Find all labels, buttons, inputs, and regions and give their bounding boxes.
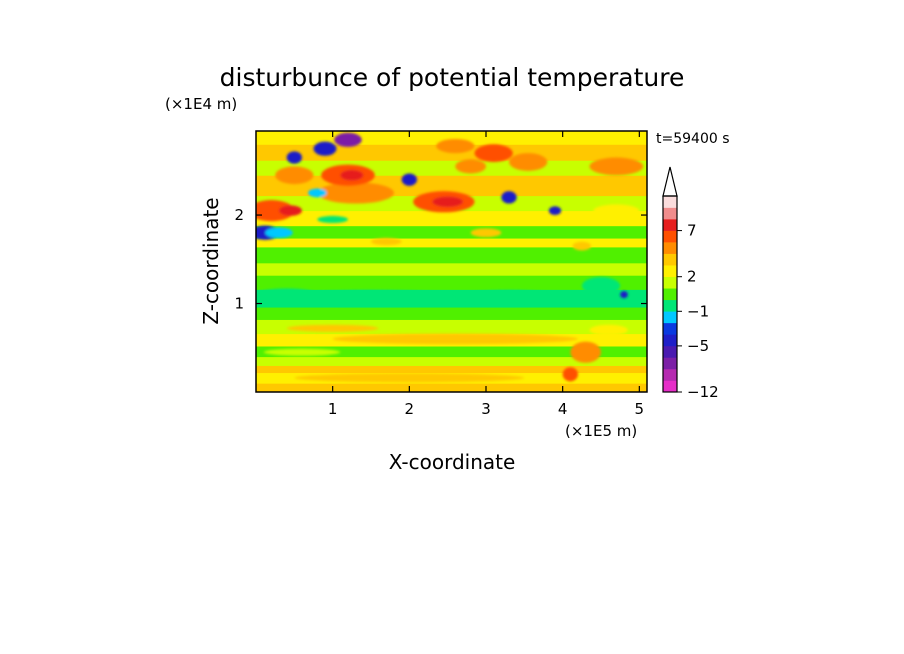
heatmap-cell <box>436 138 475 154</box>
heatmap-cell <box>279 205 302 216</box>
heatmap-cell <box>286 324 379 332</box>
colorbar-swatch <box>663 288 677 301</box>
heatmap-cell <box>317 182 394 204</box>
plot-frame <box>255 130 648 393</box>
heatmap-band <box>256 275 647 290</box>
heatmap-cell <box>455 290 563 307</box>
heatmap-cell <box>509 153 548 171</box>
heatmap-band <box>256 160 647 176</box>
heatmap-band <box>256 210 647 227</box>
heatmap-band <box>256 307 647 320</box>
x-tick-label: 4 <box>558 400 568 418</box>
heatmap-cell <box>589 324 628 336</box>
heatmap-cell <box>317 215 348 224</box>
y-tick-label: 1 <box>234 295 244 313</box>
heatmap-cell <box>256 288 318 301</box>
colorbar-swatch <box>663 380 677 393</box>
colorbar-swatch <box>663 207 677 220</box>
heatmap-cell <box>308 188 327 198</box>
colorbar-swatch <box>663 299 677 312</box>
time-label: t=59400 s <box>656 131 730 147</box>
heatmap-cell <box>294 373 525 383</box>
colorbar-frame <box>662 195 678 393</box>
heatmap-band <box>256 225 647 239</box>
colorbar-swatch <box>663 196 677 208</box>
colorbar-tick-label: −1 <box>687 302 709 320</box>
colorbar-swatch <box>663 242 677 254</box>
heatmap-cell <box>265 227 293 239</box>
x-tick-label: 3 <box>481 400 491 418</box>
colorbar: −12−5−127 <box>662 166 719 401</box>
colorbar-swatch <box>663 311 677 324</box>
colorbar-swatch <box>663 276 677 289</box>
x-axis-label: X-coordinate <box>389 450 516 474</box>
heatmap-cell <box>589 157 644 176</box>
heatmap-cell <box>572 241 592 251</box>
colorbar-swatch <box>663 253 677 266</box>
heatmap-field <box>256 131 647 392</box>
heatmap-cell <box>340 169 364 181</box>
heatmap-cell <box>332 333 578 345</box>
colorbar-tick-label: −5 <box>687 337 709 355</box>
heatmap-cell <box>279 290 463 307</box>
x-tick-label: 5 <box>635 400 645 418</box>
x-axis: 1 2 3 4 5 <box>328 131 644 418</box>
y-unit-label: (×1E4 m) <box>165 95 237 113</box>
x-unit-label: (×1E5 m) <box>565 422 637 440</box>
heatmap-cell <box>275 166 314 185</box>
heatmap-band <box>256 262 647 276</box>
colorbar-swatch <box>663 322 677 335</box>
heatmap-band <box>256 345 647 358</box>
heatmap-band <box>256 356 647 366</box>
heatmap-cell <box>470 228 502 238</box>
y-axis-label: Z-coordinate <box>199 197 223 324</box>
heatmap-cell <box>562 367 578 382</box>
colorbar-swatch <box>663 219 677 231</box>
colorbar-swatch <box>663 345 677 358</box>
heatmap-cell <box>501 191 517 204</box>
colorbar-tick-label: 7 <box>687 222 697 240</box>
colorbar-tick-label: 2 <box>687 268 697 286</box>
heatmap-band <box>256 246 647 264</box>
chart-title: disturbunce of potential temperature <box>220 63 685 92</box>
heatmap-cell <box>581 276 621 295</box>
heatmap-cell <box>474 144 513 162</box>
heatmap-cell <box>548 206 562 216</box>
colorbar-swatch <box>663 265 677 278</box>
colorbar-swatch <box>663 334 677 347</box>
heatmap-band <box>256 365 647 374</box>
x-tick-label: 2 <box>405 400 415 418</box>
y-tick-label: 2 <box>234 206 244 224</box>
colorbar-swatch <box>663 230 677 243</box>
heatmap-cell <box>313 141 337 156</box>
heatmap-band <box>256 383 647 392</box>
heatmap-cell <box>593 204 640 217</box>
heatmap-cell <box>455 159 486 174</box>
heatmap-cell <box>334 132 362 147</box>
y-axis: 12 <box>234 206 647 313</box>
heatmap-cell <box>263 348 341 356</box>
heatmap-cell <box>401 173 418 186</box>
colorbar-swatch <box>663 357 677 370</box>
heatmap-band <box>256 238 647 248</box>
x-tick-label: 1 <box>328 400 338 418</box>
heatmap-blobs <box>256 132 644 383</box>
heatmap-cell <box>286 151 303 164</box>
heatmap-cell <box>371 238 402 246</box>
colorbar-swatch <box>663 368 677 381</box>
colorbar-extend-arrow <box>662 166 678 197</box>
heatmap-cell <box>256 200 295 222</box>
heatmap-cell <box>432 196 463 208</box>
heatmap-cell <box>570 341 602 363</box>
heatmap-cell <box>620 291 628 299</box>
colorbar-tick-label: −12 <box>687 383 719 401</box>
